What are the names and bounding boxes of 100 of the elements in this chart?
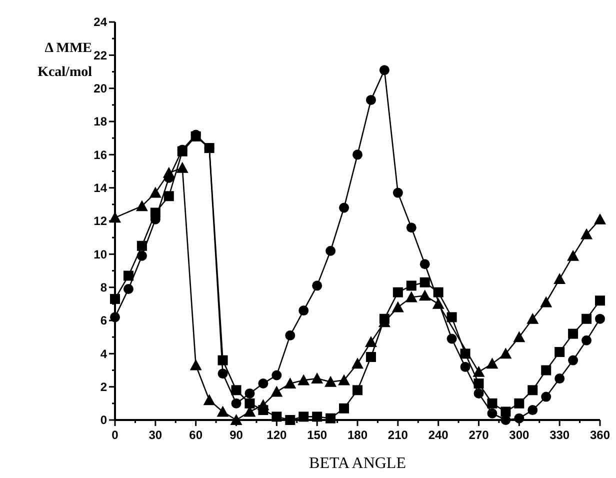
point: [528, 405, 538, 416]
point: [312, 280, 322, 291]
point: [554, 374, 565, 384]
point: [460, 362, 470, 372]
y-axis-title: Δ MME Kcal/mol: [38, 41, 92, 80]
point: [379, 314, 390, 324]
point: [595, 314, 605, 324]
x-tick-label: 0: [112, 428, 119, 442]
point: [352, 358, 364, 369]
point: [352, 385, 362, 396]
x-tick-label: 240: [428, 428, 449, 442]
point: [364, 336, 377, 348]
point: [285, 415, 296, 425]
point: [540, 296, 552, 308]
point: [474, 388, 484, 398]
point: [500, 348, 512, 359]
point: [244, 398, 255, 408]
point: [123, 270, 134, 281]
point: [554, 273, 566, 284]
point: [326, 246, 336, 256]
point: [285, 330, 296, 340]
point: [406, 280, 416, 291]
point: [284, 378, 296, 389]
point: [379, 65, 390, 76]
point: [366, 352, 376, 362]
point: [366, 94, 376, 105]
y-tick-label: 24: [94, 15, 108, 30]
point: [338, 374, 350, 386]
point: [176, 162, 188, 173]
point: [311, 372, 324, 384]
x-tick-label: 90: [230, 428, 244, 442]
point: [405, 291, 418, 302]
point: [312, 412, 322, 422]
x-tick-label: 120: [266, 428, 287, 442]
x-tick-label: 180: [347, 428, 368, 442]
point: [230, 414, 242, 425]
point: [136, 250, 147, 261]
point: [190, 359, 202, 370]
point: [568, 328, 578, 339]
point: [272, 370, 282, 380]
point: [567, 250, 580, 261]
point: [298, 412, 309, 422]
y-tick-label: 0: [100, 413, 108, 428]
point: [110, 294, 120, 304]
point: [514, 398, 524, 408]
point: [541, 392, 552, 402]
point: [218, 368, 228, 379]
point: [487, 398, 498, 408]
y-tick-label: 18: [94, 114, 108, 129]
point: [500, 415, 511, 425]
point: [339, 202, 350, 213]
point: [231, 385, 242, 396]
x-tick-label: 210: [388, 428, 408, 442]
point: [149, 186, 162, 198]
point: [514, 413, 524, 424]
point: [513, 331, 526, 342]
x-tick-label: 60: [189, 428, 203, 442]
point: [446, 334, 457, 344]
y-tick-label: 8: [100, 280, 108, 295]
x-tick-label: 150: [307, 428, 328, 442]
y-tick-label: 4: [100, 346, 108, 361]
point: [420, 277, 430, 288]
point: [392, 188, 403, 198]
x-tick-label: 330: [550, 428, 570, 442]
point: [554, 347, 565, 358]
point: [339, 403, 350, 414]
point: [595, 296, 605, 306]
y-tick-label: 14: [94, 181, 108, 196]
point: [541, 365, 552, 376]
y-tick-label: 2: [100, 380, 108, 394]
point: [526, 312, 539, 324]
y-tick-label: 10: [94, 247, 108, 262]
point: [500, 406, 511, 417]
point: [298, 306, 309, 316]
x-tick-label: 360: [590, 428, 610, 442]
x-tick-label: 30: [148, 428, 162, 442]
y-tick-label: 16: [94, 148, 108, 162]
x-axis-title: BETA ANGLE: [309, 455, 406, 472]
point: [244, 388, 255, 398]
point: [272, 412, 282, 422]
point: [528, 385, 538, 396]
point: [352, 150, 362, 160]
y-tick-label: 22: [94, 48, 108, 62]
point: [460, 348, 470, 359]
point: [406, 222, 416, 233]
point: [474, 378, 484, 389]
point: [231, 398, 242, 408]
point: [446, 312, 457, 322]
point: [594, 213, 606, 224]
point: [392, 301, 404, 312]
y-tick-label: 12: [94, 214, 108, 228]
y-tick-label: 20: [94, 82, 108, 96]
point: [420, 259, 430, 270]
point: [136, 200, 148, 212]
point: [568, 355, 578, 366]
point: [472, 366, 485, 377]
y-tick-label: 6: [100, 314, 108, 328]
point: [123, 284, 134, 294]
point: [324, 376, 337, 387]
point: [258, 378, 268, 389]
